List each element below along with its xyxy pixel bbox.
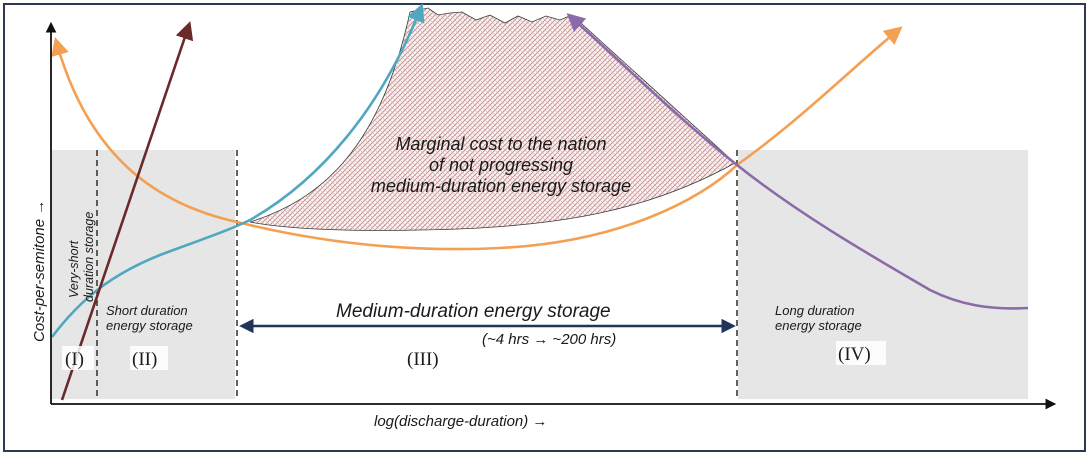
region-i-label-line2: duration storage xyxy=(82,212,96,302)
region-iii-numeral: (III) xyxy=(407,349,439,370)
purple-cost-curve xyxy=(566,13,1029,310)
region-iv-label-line2: energy storage xyxy=(775,318,862,333)
orange-cost-curve xyxy=(51,26,903,251)
region-ii-label-line1: Short duration xyxy=(106,303,188,318)
region-i-numeral: (I) xyxy=(65,349,84,370)
region-ii-label-line2: energy storage xyxy=(106,318,193,333)
annotation-line1: Marginal cost to the nation xyxy=(395,134,606,154)
annotation-line2: of not progressing xyxy=(429,155,573,175)
region-iii-label: Medium-duration energy storage xyxy=(336,301,611,322)
region-iv-numeral: (IV) xyxy=(838,344,871,365)
region-ii-numeral: (II) xyxy=(132,349,157,370)
annotation-line3: medium-duration energy storage xyxy=(371,176,631,196)
region-i-numeral-bg xyxy=(62,346,94,370)
y-axis-label: Cost-per-semitone → xyxy=(31,200,48,342)
region-i-label-line1: Very-short xyxy=(67,240,81,298)
brown-cost-line xyxy=(60,21,194,401)
x-axis-label: log(discharge-duration) → xyxy=(374,413,547,430)
marginal-cost-hatched-area xyxy=(249,7,736,231)
region-iii-sublabel: (~4 hrs → ~200 hrs) xyxy=(482,331,616,348)
region-ii-numeral-bg xyxy=(130,346,168,370)
region-iv-numeral-bg xyxy=(836,341,886,365)
region-iv-label-line1: Long duration xyxy=(775,303,855,318)
blue-cost-curve xyxy=(50,3,425,338)
